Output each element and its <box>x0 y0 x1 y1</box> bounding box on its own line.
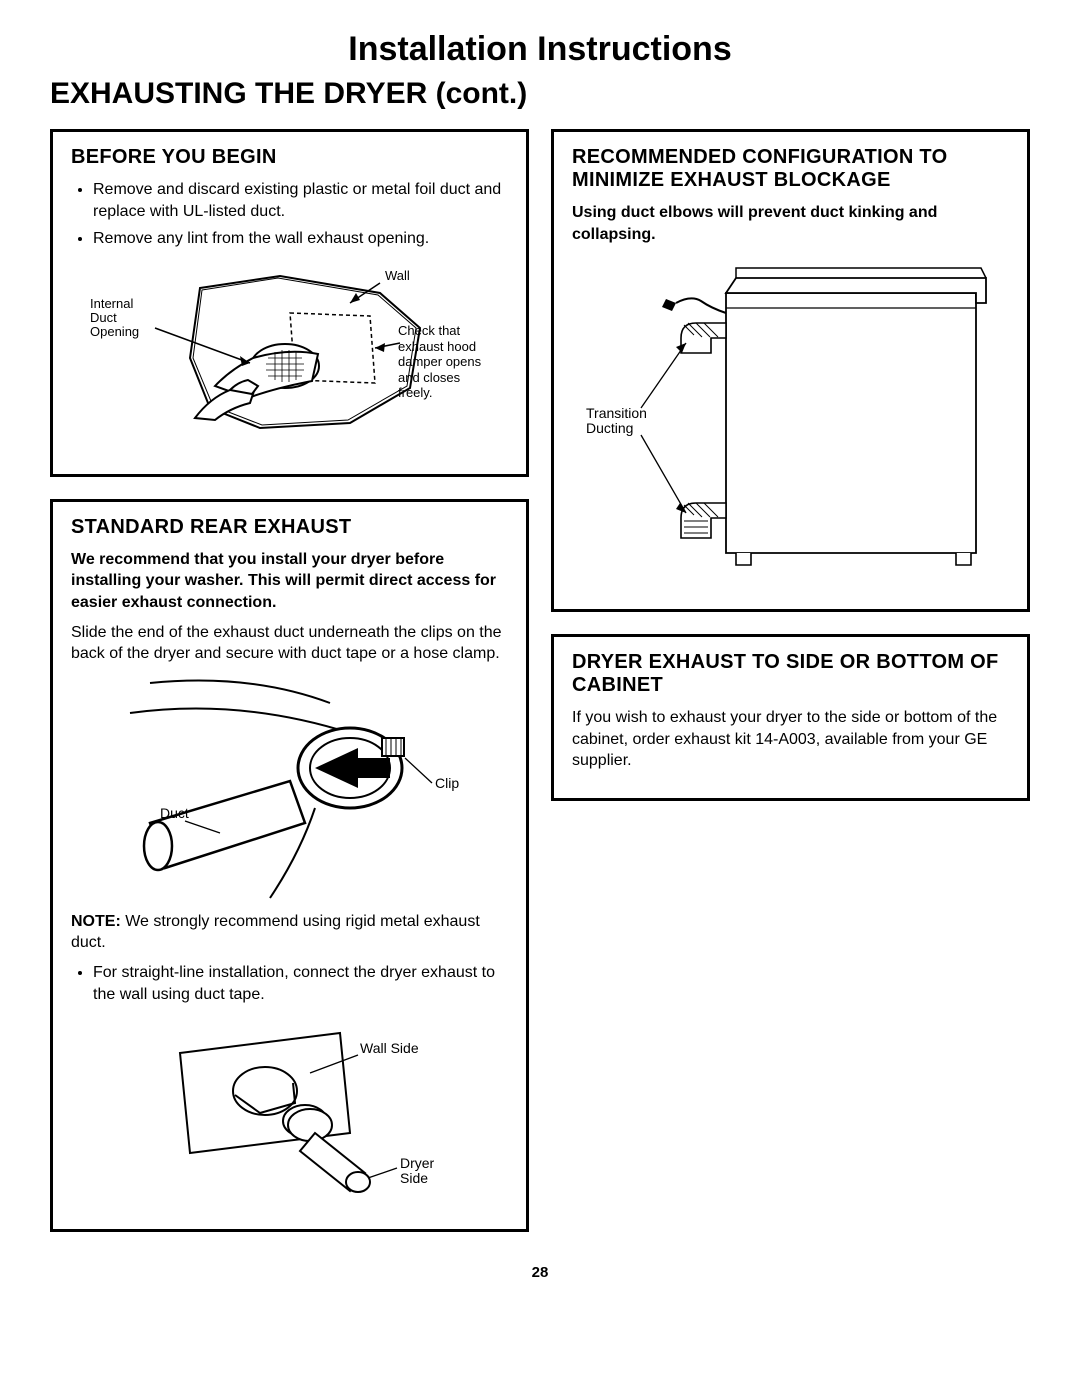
svg-text:Duct: Duct <box>90 310 117 325</box>
side-bottom-text: If you wish to exhaust your dryer to the… <box>572 707 1009 772</box>
wall-exhaust-figure: Internal Duct Opening Wall Check that ex… <box>71 258 508 448</box>
dryer-side-view-figure: Transition Ducting <box>572 253 1009 583</box>
wall-label: Wall <box>385 268 410 283</box>
standard-rear-exhaust-box: STANDARD REAR EXHAUST We recommend that … <box>50 499 529 1232</box>
page-title: Installation Instructions <box>50 30 1030 69</box>
left-column: BEFORE YOU BEGIN Remove and discard exis… <box>50 129 529 1254</box>
standard-rear-para: Slide the end of the exhaust duct undern… <box>71 622 508 665</box>
section-title: EXHAUSTING THE DRYER (cont.) <box>50 77 1030 111</box>
check-label: Check that exhaust hood damper opens and… <box>398 323 498 401</box>
side-bottom-heading: DRYER EXHAUST TO SIDE OR BOTTOM OF CABIN… <box>572 651 1009 697</box>
list-item: Remove any lint from the wall exhaust op… <box>93 228 508 250</box>
standard-rear-intro: We recommend that you install your dryer… <box>71 549 508 614</box>
svg-text:Opening: Opening <box>90 324 139 339</box>
clip-duct-figure: Clip Duct <box>71 673 508 903</box>
right-column: RECOMMENDED CONFIGURATION TO MINIMIZE EX… <box>551 129 1030 1254</box>
side-bottom-box: DRYER EXHAUST TO SIDE OR BOTTOM OF CABIN… <box>551 634 1030 801</box>
svg-text:Dryer: Dryer <box>400 1155 435 1171</box>
page-number: 28 <box>50 1264 1030 1281</box>
svg-text:Ducting: Ducting <box>586 420 633 436</box>
before-you-begin-heading: BEFORE YOU BEGIN <box>71 146 508 169</box>
before-you-begin-box: BEFORE YOU BEGIN Remove and discard exis… <box>50 129 529 477</box>
before-you-begin-list: Remove and discard existing plastic or m… <box>71 179 508 250</box>
recommended-config-box: RECOMMENDED CONFIGURATION TO MINIMIZE EX… <box>551 129 1030 612</box>
svg-text:Internal: Internal <box>90 296 133 311</box>
list-item: For straight-line installation, connect … <box>93 962 508 1005</box>
clip-label: Clip <box>435 775 459 791</box>
note-text: We strongly recommend using rigid metal … <box>71 913 480 952</box>
recommended-text: Using duct elbows will prevent duct kink… <box>572 202 1009 245</box>
note-prefix: NOTE: <box>71 913 121 930</box>
svg-text:Side: Side <box>400 1170 428 1186</box>
note-line: NOTE: We strongly recommend using rigid … <box>71 911 508 954</box>
wall-dryer-side-figure: Wall Side Dryer Side <box>71 1013 508 1203</box>
standard-rear-heading: STANDARD REAR EXHAUST <box>71 516 508 539</box>
svg-text:Transition: Transition <box>586 405 647 421</box>
wall-side-label: Wall Side <box>360 1040 419 1056</box>
duct-label: Duct <box>160 805 189 821</box>
list-item: Remove and discard existing plastic or m… <box>93 179 508 222</box>
two-column-layout: BEFORE YOU BEGIN Remove and discard exis… <box>50 129 1030 1254</box>
recommended-heading: RECOMMENDED CONFIGURATION TO MINIMIZE EX… <box>572 146 1009 192</box>
